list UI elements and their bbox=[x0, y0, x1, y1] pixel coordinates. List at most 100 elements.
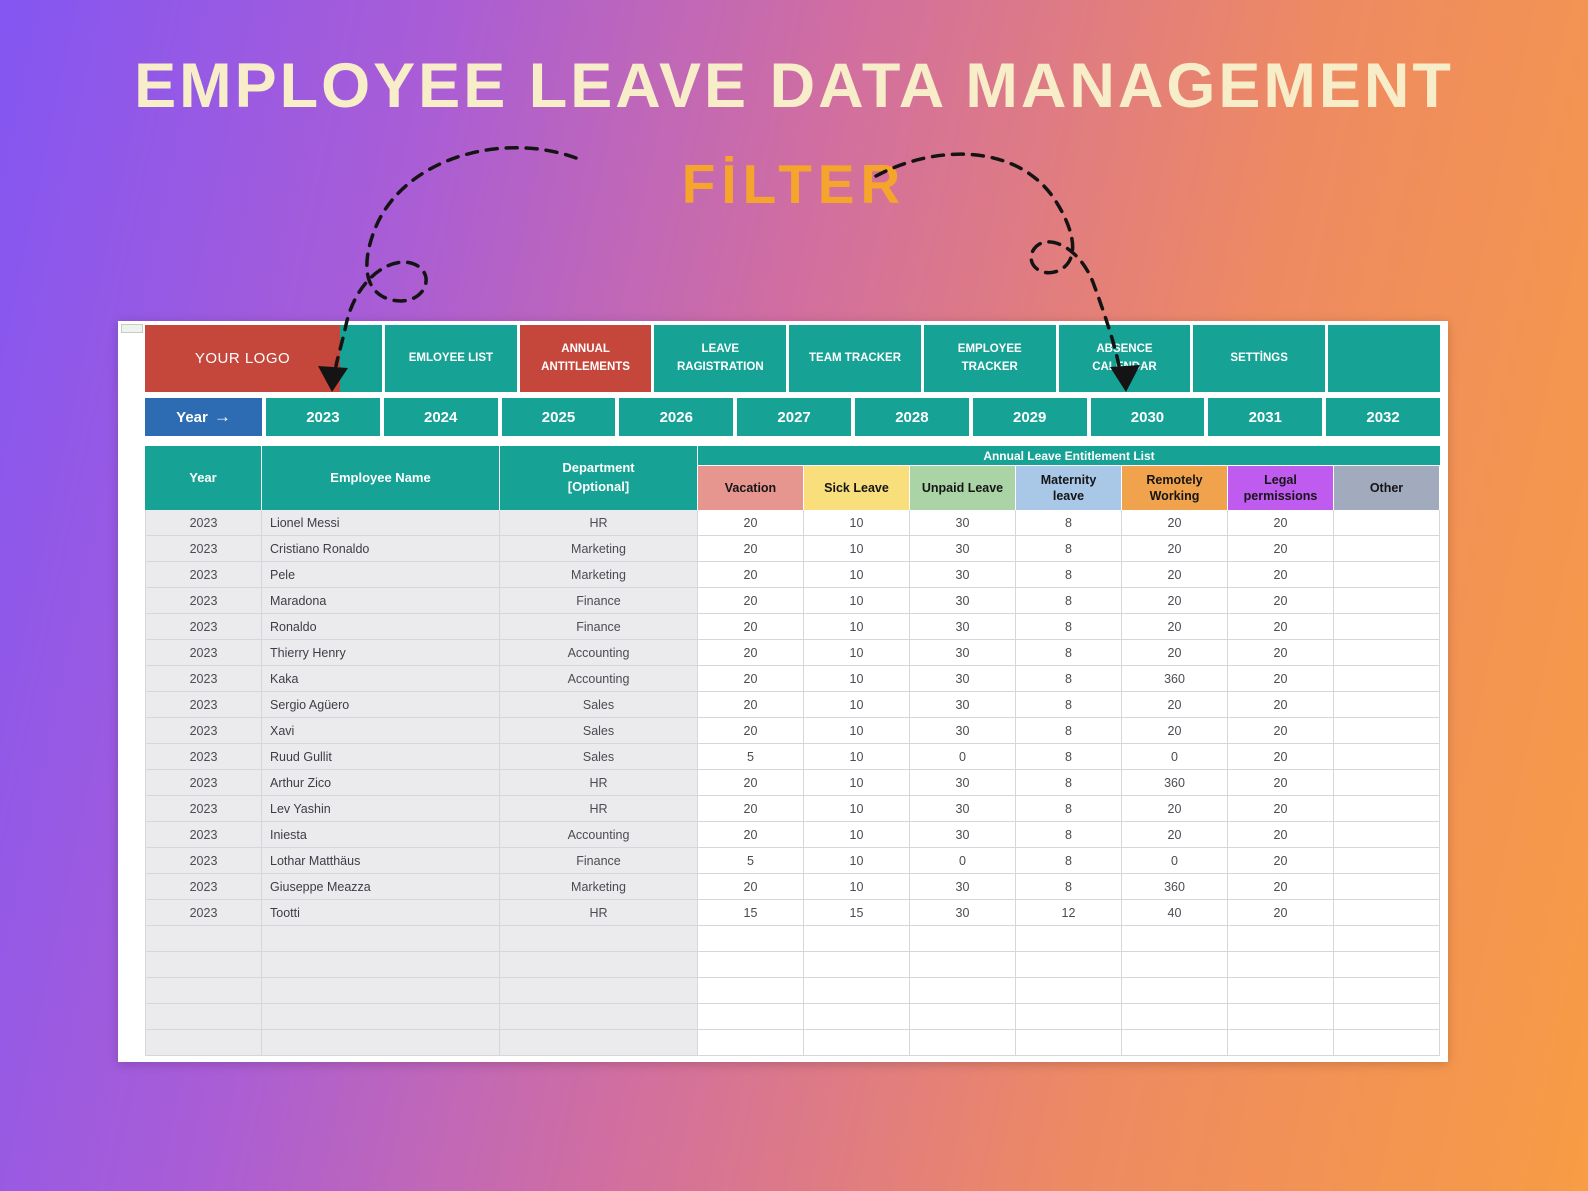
cell-unpaid[interactable]: 30 bbox=[910, 614, 1016, 640]
cell-year[interactable] bbox=[145, 926, 262, 952]
cell-department[interactable]: HR bbox=[500, 510, 698, 536]
cell-maternity[interactable]: 8 bbox=[1016, 718, 1122, 744]
cell-vacation[interactable]: 20 bbox=[698, 614, 804, 640]
cell-other[interactable] bbox=[1334, 588, 1440, 614]
cell-department[interactable]: Finance bbox=[500, 588, 698, 614]
cell-year[interactable]: 2023 bbox=[145, 562, 262, 588]
nav-tab-team-tracker[interactable]: TEAM TRACKER bbox=[789, 325, 921, 392]
cell-name[interactable]: Ronaldo bbox=[262, 614, 500, 640]
year-tab-2025[interactable]: 2025 bbox=[501, 398, 616, 436]
cell-vacation[interactable]: 20 bbox=[698, 796, 804, 822]
cell-vacation[interactable] bbox=[698, 926, 804, 952]
cell-other[interactable] bbox=[1334, 510, 1440, 536]
cell-unpaid[interactable]: 30 bbox=[910, 900, 1016, 926]
cell-legal[interactable]: 20 bbox=[1228, 900, 1334, 926]
cell-other[interactable] bbox=[1334, 952, 1440, 978]
cell-name[interactable] bbox=[262, 952, 500, 978]
cell-unpaid[interactable]: 30 bbox=[910, 640, 1016, 666]
cell-department[interactable]: HR bbox=[500, 796, 698, 822]
cell-other[interactable] bbox=[1334, 848, 1440, 874]
cell-department[interactable] bbox=[500, 978, 698, 1004]
cell-remote[interactable]: 0 bbox=[1122, 848, 1228, 874]
cell-unpaid[interactable]: 30 bbox=[910, 562, 1016, 588]
cell-vacation[interactable]: 5 bbox=[698, 744, 804, 770]
cell-vacation[interactable]: 20 bbox=[698, 718, 804, 744]
cell-sick[interactable]: 10 bbox=[804, 718, 910, 744]
cell-name[interactable]: Tootti bbox=[262, 900, 500, 926]
cell-year[interactable]: 2023 bbox=[145, 692, 262, 718]
cell-unpaid[interactable]: 30 bbox=[910, 770, 1016, 796]
cell-other[interactable] bbox=[1334, 666, 1440, 692]
year-tab-2030[interactable]: 2030 bbox=[1090, 398, 1205, 436]
cell-unpaid[interactable]: 30 bbox=[910, 588, 1016, 614]
year-tab-2029[interactable]: 2029 bbox=[972, 398, 1087, 436]
cell-department[interactable]: Accounting bbox=[500, 640, 698, 666]
cell-remote[interactable]: 20 bbox=[1122, 614, 1228, 640]
cell-sick[interactable] bbox=[804, 926, 910, 952]
cell-unpaid[interactable] bbox=[910, 1030, 1016, 1056]
cell-legal[interactable]: 20 bbox=[1228, 510, 1334, 536]
cell-unpaid[interactable]: 30 bbox=[910, 718, 1016, 744]
cell-vacation[interactable] bbox=[698, 1004, 804, 1030]
cell-name[interactable]: Thierry Henry bbox=[262, 640, 500, 666]
cell-remote[interactable]: 360 bbox=[1122, 770, 1228, 796]
cell-department[interactable] bbox=[500, 1004, 698, 1030]
cell-name[interactable]: Iniesta bbox=[262, 822, 500, 848]
cell-other[interactable] bbox=[1334, 796, 1440, 822]
cell-remote[interactable] bbox=[1122, 1030, 1228, 1056]
cell-maternity[interactable] bbox=[1016, 952, 1122, 978]
cell-remote[interactable]: 20 bbox=[1122, 692, 1228, 718]
cell-name[interactable] bbox=[262, 1004, 500, 1030]
cell-unpaid[interactable]: 30 bbox=[910, 796, 1016, 822]
cell-legal[interactable]: 20 bbox=[1228, 562, 1334, 588]
cell-unpaid[interactable]: 30 bbox=[910, 874, 1016, 900]
cell-department[interactable]: Accounting bbox=[500, 666, 698, 692]
cell-maternity[interactable]: 8 bbox=[1016, 510, 1122, 536]
cell-year[interactable]: 2023 bbox=[145, 666, 262, 692]
cell-legal[interactable]: 20 bbox=[1228, 874, 1334, 900]
cell-other[interactable] bbox=[1334, 692, 1440, 718]
cell-maternity[interactable] bbox=[1016, 978, 1122, 1004]
cell-name[interactable]: Lionel Messi bbox=[262, 510, 500, 536]
cell-name[interactable]: Pele bbox=[262, 562, 500, 588]
cell-year[interactable]: 2023 bbox=[145, 900, 262, 926]
cell-legal[interactable] bbox=[1228, 978, 1334, 1004]
cell-sick[interactable]: 10 bbox=[804, 744, 910, 770]
cell-year[interactable]: 2023 bbox=[145, 796, 262, 822]
cell-department[interactable] bbox=[500, 1030, 698, 1056]
cell-name[interactable]: Xavi bbox=[262, 718, 500, 744]
cell-maternity[interactable] bbox=[1016, 1030, 1122, 1056]
cell-remote[interactable]: 20 bbox=[1122, 536, 1228, 562]
cell-year[interactable] bbox=[145, 1030, 262, 1056]
nav-tab-leave-ragistration[interactable]: LEAVE RAGISTRATION bbox=[654, 325, 787, 392]
year-tab-2032[interactable]: 2032 bbox=[1326, 398, 1440, 436]
cell-unpaid[interactable]: 30 bbox=[910, 536, 1016, 562]
cell-sick[interactable]: 10 bbox=[804, 614, 910, 640]
cell-legal[interactable] bbox=[1228, 1030, 1334, 1056]
cell-department[interactable]: Sales bbox=[500, 718, 698, 744]
cell-maternity[interactable] bbox=[1016, 1004, 1122, 1030]
cell-vacation[interactable]: 20 bbox=[698, 562, 804, 588]
nav-tab-emloyee-list[interactable]: EMLOYEE LIST bbox=[385, 325, 517, 392]
cell-maternity[interactable]: 8 bbox=[1016, 640, 1122, 666]
cell-remote[interactable]: 20 bbox=[1122, 562, 1228, 588]
cell-sick[interactable] bbox=[804, 952, 910, 978]
cell-unpaid[interactable] bbox=[910, 978, 1016, 1004]
cell-other[interactable] bbox=[1334, 1004, 1440, 1030]
cell-unpaid[interactable]: 30 bbox=[910, 692, 1016, 718]
cell-other[interactable] bbox=[1334, 1030, 1440, 1056]
cell-remote[interactable]: 20 bbox=[1122, 796, 1228, 822]
cell-maternity[interactable] bbox=[1016, 926, 1122, 952]
cell-maternity[interactable]: 8 bbox=[1016, 744, 1122, 770]
cell-remote[interactable]: 360 bbox=[1122, 874, 1228, 900]
nav-tab-absence-calendar[interactable]: ABSENCE CALENDAR bbox=[1058, 325, 1191, 392]
cell-sick[interactable]: 10 bbox=[804, 536, 910, 562]
cell-legal[interactable]: 20 bbox=[1228, 744, 1334, 770]
cell-vacation[interactable] bbox=[698, 978, 804, 1004]
nav-tab-employee-tracker[interactable]: EMPLOYEE TRACKER bbox=[923, 325, 1056, 392]
cell-year[interactable]: 2023 bbox=[145, 822, 262, 848]
cell-maternity[interactable]: 8 bbox=[1016, 666, 1122, 692]
cell-year[interactable]: 2023 bbox=[145, 510, 262, 536]
cell-year[interactable]: 2023 bbox=[145, 874, 262, 900]
cell-unpaid[interactable] bbox=[910, 1004, 1016, 1030]
